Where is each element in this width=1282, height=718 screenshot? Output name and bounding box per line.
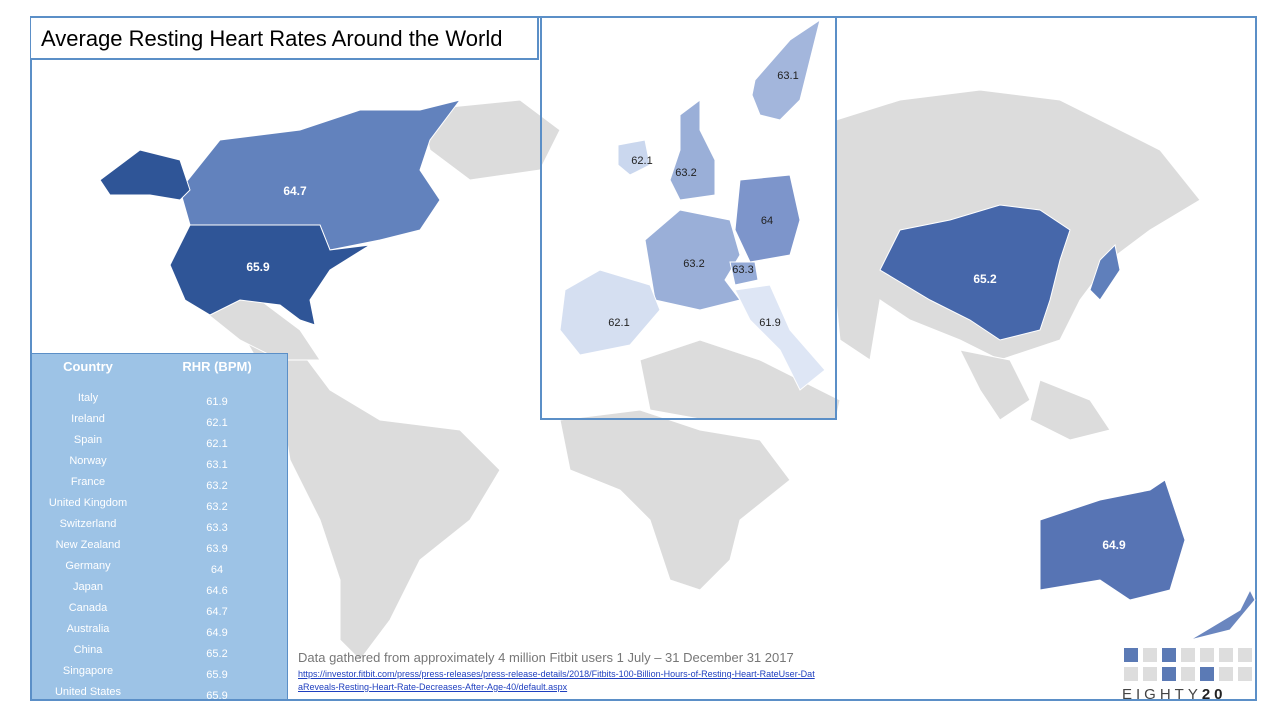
regions: 64.7 65.9 65.2 64.9 63.1 62.1 63.2 64 63.2 63.3 62… [99, 18, 1186, 601]
country-cell: Canada [68, 602, 108, 614]
region-shape [559, 269, 661, 356]
header-cell: RHR (BPM) [182, 359, 252, 374]
logo-squares [1124, 648, 1252, 681]
logo-word: EIGHTY [1122, 686, 1202, 703]
region-label: 63.3 [732, 264, 753, 276]
region-label: 62.1 [608, 317, 629, 329]
region-shape [751, 18, 821, 121]
country-cell: China [73, 644, 103, 656]
rhr-cell: 64 [210, 564, 224, 576]
logo-number: 20 [1201, 686, 1227, 703]
data-table: Country RHR (BPM) Italy 61.9 Ireland 62.1 Spai… [31, 353, 288, 702]
region-shape [729, 261, 759, 286]
source-note: Data gathered from approximately 4 milli… [298, 650, 794, 665]
country-cell: United Kingdom [48, 497, 128, 509]
title: Average Resting Heart Rates Around the W… [31, 18, 539, 60]
rhr-cell: 64.9 [206, 627, 228, 639]
country-cell: France [70, 476, 106, 488]
rhr-cell: 62.1 [206, 417, 228, 429]
region-shape [1039, 479, 1186, 601]
country-cell: Spain [73, 434, 103, 446]
country-cell: Ireland [71, 413, 105, 425]
region-shape [169, 224, 371, 326]
country-cell: Australia [66, 623, 110, 635]
rhr-cell: 65.9 [206, 690, 228, 702]
region-label: 63.2 [675, 167, 696, 179]
region-label: 64.7 [283, 184, 307, 198]
country-cell: Italy [77, 392, 99, 404]
region-label: 65.9 [246, 260, 270, 274]
source-link[interactable]: https://investor.fitbit.com/press/press-… [298, 669, 815, 692]
rhr-cell: 63.3 [206, 522, 228, 534]
rhr-cell: 65.2 [206, 648, 228, 660]
region-label: 64 [761, 215, 773, 227]
rhr-cell: 64.7 [206, 606, 228, 618]
region-shape [617, 139, 651, 176]
country-cell: Japan [73, 581, 103, 593]
region-shape [734, 284, 826, 391]
region-shape [669, 99, 716, 201]
header-cell: Country [63, 359, 113, 374]
rhr-cell: 63.1 [206, 459, 228, 471]
logo: EIGHTY20 [1122, 686, 1227, 703]
region-label: 61.9 [759, 317, 780, 329]
rhr-cell: 61.9 [206, 396, 228, 408]
region-label: 63.1 [777, 70, 798, 82]
region-label: 65.2 [973, 272, 997, 286]
region-shape [734, 174, 801, 263]
rhr-cell: 65.9 [206, 669, 228, 681]
region-label: 62.1 [631, 155, 652, 167]
rhr-cell: 63.9 [206, 543, 228, 555]
country-cell: New Zealand [55, 539, 121, 551]
region-label: 64.9 [1102, 538, 1126, 552]
region-label: 63.2 [683, 258, 704, 270]
region-shape [879, 204, 1071, 341]
europe-inset-frame [540, 16, 837, 420]
country-cell: United States [54, 686, 122, 698]
rhr-cell: 63.2 [206, 501, 228, 513]
rhr-cell: 64.6 [206, 585, 228, 597]
region-shape [99, 149, 191, 201]
country-cell: Germany [65, 560, 111, 572]
country-cell: Norway [69, 455, 107, 467]
country-cell: Singapore [62, 665, 114, 677]
rhr-cell: 63.2 [206, 480, 228, 492]
country-cell: Switzerland [59, 518, 117, 530]
rhr-cell: 62.1 [206, 438, 228, 450]
